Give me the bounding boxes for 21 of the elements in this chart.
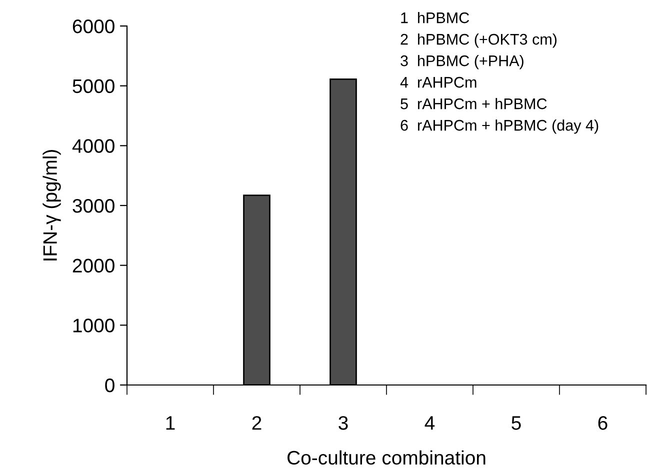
y-tick-label: 0 <box>105 378 114 392</box>
y-tick-label: 4000 <box>72 139 114 153</box>
annotation: 4 rAHPCm <box>400 76 476 88</box>
x-axis-title: Co-culture combination <box>288 450 486 465</box>
y-tick-label: 1000 <box>73 318 114 332</box>
x-tick-label: 5 <box>512 416 521 430</box>
y-tick-label: 3000 <box>72 198 114 213</box>
x-tick-label: 2 <box>252 416 262 430</box>
y-tick-label: 5000 <box>72 79 114 94</box>
x-tick-label: 4 <box>424 416 435 430</box>
annotation: 2 hPBMC (+OKT3 cm) <box>400 34 557 48</box>
annotation: 5 rAHPCm + hPBMC <box>400 98 547 110</box>
y-tick-label: 6000 <box>72 19 114 34</box>
x-tick-label: 6 <box>598 416 608 430</box>
annotation: 3 hPBMC (+PHA) <box>400 55 524 70</box>
text: 1 hPBMC <box>401 12 470 24</box>
y-axis-title: IFN-γ (pg/ml) <box>42 150 61 260</box>
x-tick-label: 3 <box>338 416 348 430</box>
annotation: 6 rAHPCm + hPBMC (day 4) <box>400 120 598 134</box>
y-tick-label: 2000 <box>72 258 114 273</box>
x-tick-label: 1 <box>166 416 175 430</box>
